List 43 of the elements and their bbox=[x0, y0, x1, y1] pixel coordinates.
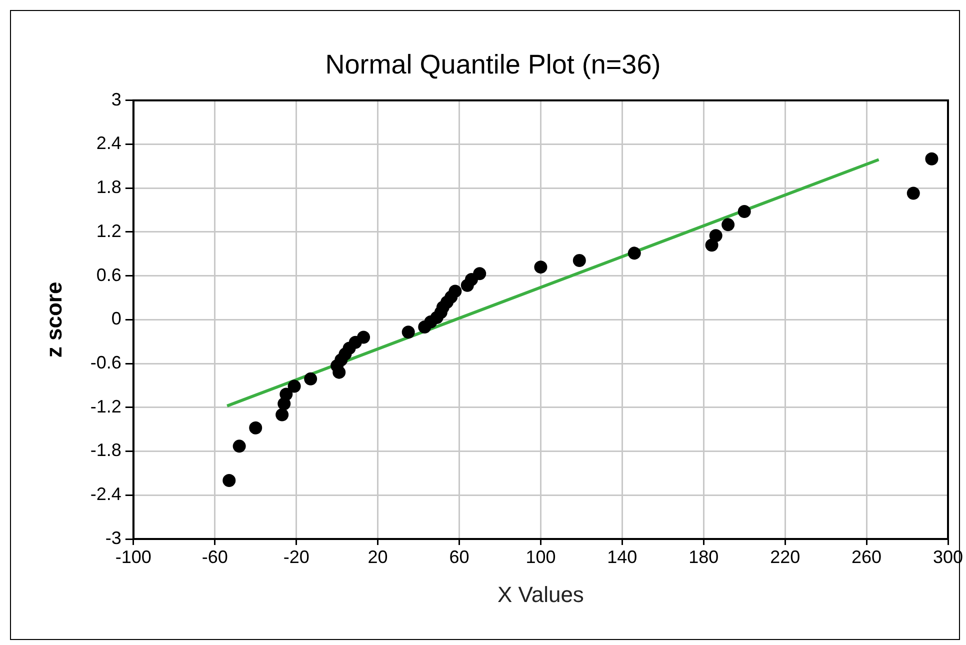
point bbox=[232, 440, 246, 453]
x-tick-label: 220 bbox=[770, 546, 800, 567]
y-tick-label: 3 bbox=[111, 89, 122, 110]
point bbox=[738, 205, 751, 218]
point bbox=[222, 474, 236, 488]
point bbox=[925, 152, 938, 166]
chart-title: Normal Quantile Plot (n=36) bbox=[325, 50, 661, 80]
x-tick-label: -60 bbox=[202, 546, 228, 567]
y-tick-label: -3 bbox=[105, 528, 122, 548]
y-axis-title: z score bbox=[41, 282, 66, 358]
point bbox=[628, 246, 641, 260]
x-tick-label: -100 bbox=[115, 546, 152, 567]
y-tick-label: 1.2 bbox=[96, 220, 122, 241]
x-axis-title: X Values bbox=[497, 582, 584, 607]
y-tick-label: 0 bbox=[111, 308, 122, 329]
point bbox=[448, 284, 462, 298]
y-tick-label: 0.6 bbox=[96, 264, 122, 285]
x-tick-label: 140 bbox=[607, 546, 638, 567]
y-tick-label: 2.4 bbox=[96, 133, 122, 154]
point bbox=[402, 326, 415, 339]
y-tick-label: -0.6 bbox=[90, 352, 122, 373]
point bbox=[709, 229, 722, 242]
x-tick-label: 100 bbox=[526, 546, 556, 567]
point bbox=[357, 330, 370, 344]
point bbox=[906, 186, 920, 200]
point bbox=[572, 254, 586, 267]
y-tick-label: -2.4 bbox=[90, 484, 122, 504]
x-tick-label: 60 bbox=[449, 546, 470, 567]
x-tick-label: 180 bbox=[688, 546, 719, 567]
x-tick-label: 260 bbox=[852, 546, 882, 567]
y-tick-label: 1.8 bbox=[96, 177, 122, 198]
y-tick-label: -1.2 bbox=[90, 396, 122, 416]
y-tick-label: -1.8 bbox=[90, 440, 122, 460]
point bbox=[280, 388, 293, 401]
point bbox=[473, 267, 486, 280]
x-tick-label: -20 bbox=[283, 546, 310, 567]
point bbox=[304, 372, 318, 386]
point bbox=[276, 408, 289, 422]
point bbox=[249, 421, 262, 434]
x-tick-label: 20 bbox=[368, 546, 388, 567]
point bbox=[722, 218, 735, 232]
point bbox=[534, 260, 548, 274]
point bbox=[288, 380, 301, 393]
